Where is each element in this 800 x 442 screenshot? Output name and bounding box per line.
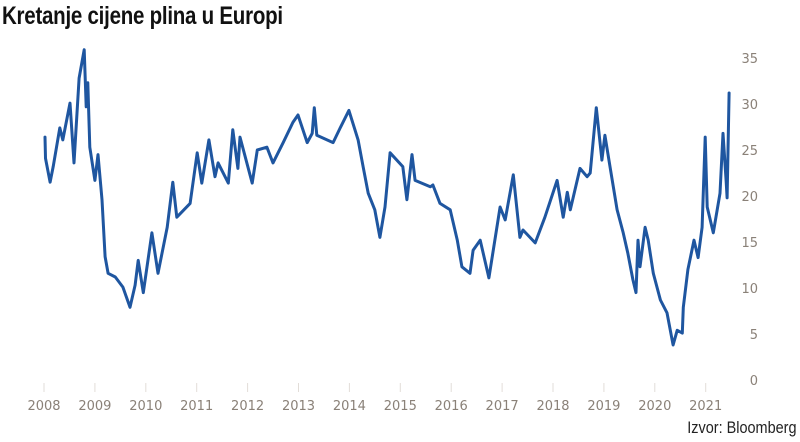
- x-tick-label: 2015: [384, 399, 417, 414]
- y-tick-label: 5: [750, 328, 758, 343]
- y-tick-label: 0: [750, 374, 758, 389]
- x-tick-label: 2011: [180, 399, 213, 414]
- series-line: [43, 48, 731, 347]
- y-tick-label: 20: [741, 190, 758, 205]
- x-tick-label: 2009: [78, 399, 111, 414]
- x-tick-label: 2014: [333, 399, 366, 414]
- y-tick-label: 15: [741, 236, 758, 251]
- x-tick-label: 2013: [282, 399, 315, 414]
- x-tick-label: 2021: [689, 399, 722, 414]
- y-tick-label: 10: [741, 282, 758, 297]
- x-tick-label: 2019: [587, 399, 620, 414]
- y-tick-label: 35: [741, 52, 758, 67]
- x-tick-label: 2016: [435, 399, 468, 414]
- y-tick-label: 30: [741, 98, 758, 113]
- y-tick-label: 25: [741, 144, 758, 159]
- x-tick-label: 2020: [638, 399, 671, 414]
- x-tick-label: 2017: [486, 399, 519, 414]
- chart-title: Kretanje cijene plina u Europi: [2, 2, 283, 30]
- x-tick-label: 2018: [536, 399, 569, 414]
- source-note: Izvor: Bloomberg: [686, 418, 796, 437]
- x-tick-label: 2012: [231, 399, 264, 414]
- x-tick-label: 2008: [27, 399, 60, 414]
- x-tick-label: 2010: [129, 399, 162, 414]
